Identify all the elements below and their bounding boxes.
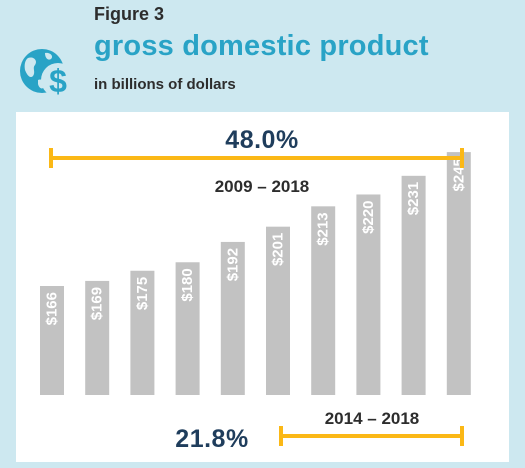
bar <box>175 262 200 395</box>
growth-pct-recent-range: 21.8% <box>175 425 248 453</box>
bar <box>311 206 336 395</box>
bar <box>85 280 110 395</box>
range-label-full: 2009 – 2018 <box>215 177 310 196</box>
chart-panel: $166 $169 $175 $180 $192 $201 $213 $220 $231 $245… <box>16 112 509 462</box>
bar-value-label: $220 <box>360 200 377 233</box>
figure-label: Figure 3 <box>94 4 165 24</box>
bar-value-label: $169 <box>89 287 106 320</box>
bar-value-label: $245 <box>450 158 467 191</box>
bar <box>356 194 381 395</box>
bar <box>130 270 155 395</box>
svg-text:$: $ <box>49 63 67 99</box>
bar <box>220 241 245 395</box>
bar-chart: $166 $169 $175 $180 $192 $201 $213 $220 $231 $245… <box>40 126 471 453</box>
bar-value-label: $231 <box>405 182 422 215</box>
bar <box>446 152 471 395</box>
bar <box>401 175 426 395</box>
bar-value-label: $192 <box>224 248 241 281</box>
growth-pct-full-range: 48.0% <box>225 126 298 154</box>
chart-title: gross domestic product <box>94 30 429 62</box>
bar-value-label: $166 <box>44 292 61 325</box>
bar <box>40 286 64 395</box>
bar <box>266 226 290 395</box>
chart-subtitle: in billions of dollars <box>94 76 236 93</box>
bar-value-label: $175 <box>134 277 151 310</box>
range-label-recent: 2014 – 2018 <box>325 409 420 428</box>
bar-value-label: $201 <box>270 233 287 266</box>
header: $ Figure 3 gross domestic product in bil… <box>0 0 525 110</box>
globe-dollar-icon: $ <box>20 49 75 99</box>
bar-value-label: $213 <box>315 212 332 245</box>
bar-value-label: $180 <box>179 268 196 301</box>
